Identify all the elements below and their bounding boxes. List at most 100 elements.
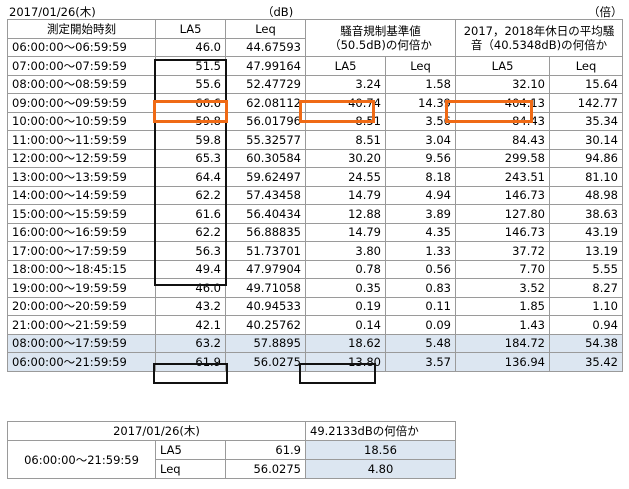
g2-leq-cell: 0.94 <box>549 315 623 335</box>
la5-cell: 63.2 <box>155 333 226 353</box>
g1-la5-cell: 13.80 <box>305 352 386 372</box>
leq-cell: 47.99164 <box>225 56 306 76</box>
g1-leq-cell: 0.11 <box>385 296 456 316</box>
g2-leq-cell: 8.27 <box>549 278 623 298</box>
g1-leq-cell: 1.58 <box>385 74 456 94</box>
time-cell: 10:00:00～10:59:59 <box>7 111 156 131</box>
la5-cell: 42.1 <box>155 315 226 335</box>
leq-cell: 62.08112 <box>225 93 306 113</box>
noise-data-table: 測定開始時刻 LA5 Leq 騒音規制基準値 （50.5dB)の何倍か 2017… <box>7 19 623 372</box>
g2-leq-cell: 54.38 <box>549 333 623 353</box>
time-cell: 12:00:00～12:59:59 <box>7 148 156 168</box>
leq-cell: 49.71058 <box>225 278 306 298</box>
g2-leq-cell: 94.86 <box>549 148 623 168</box>
la5-cell: 51.5 <box>155 56 226 76</box>
time-cell: 21:00:00～21:59:59 <box>7 315 156 335</box>
g2-la5-cell: 37.72 <box>455 241 550 261</box>
table-row: 11:00:00～11:59:59 59.8 55.32577 8.51 3.04 84.… <box>7 130 623 150</box>
g1-la5-cell: 12.88 <box>305 204 386 224</box>
g2-la5-cell: 184.72 <box>455 333 550 353</box>
g1-leq-cell: 3.04 <box>385 130 456 150</box>
la5-cell: 49.4 <box>155 259 226 279</box>
g2-la5-cell: 7.70 <box>455 259 550 279</box>
la5-cell: 61.6 <box>155 204 226 224</box>
g1-la5-cell: 3.24 <box>305 74 386 94</box>
group2-header-line2: 音（40.5348dB)の何倍か <box>470 38 608 52</box>
time-cell: 07:00:00～07:59:59 <box>7 56 156 76</box>
g2-leq-cell: 15.64 <box>549 74 623 94</box>
time-cell: 16:00:00～16:59:59 <box>7 222 156 242</box>
g2-leq-cell: 1.10 <box>549 296 623 316</box>
g1-leq-cell: 0.56 <box>385 259 456 279</box>
g1-la5-subheader: LA5 <box>305 56 386 76</box>
g1-la5-cell: 0.78 <box>305 259 386 279</box>
unit-db-label: （dB) <box>262 5 294 19</box>
la5-cell: 46.0 <box>155 278 226 298</box>
table-row: 19:00:00～19:59:59 46.0 49.71058 0.35 0.83 3.5… <box>7 278 623 298</box>
sheet-date: 2017/01/26(木) <box>9 5 96 19</box>
sub-ratio: 18.56 <box>305 440 456 460</box>
g2-la5-cell: 3.52 <box>455 278 550 298</box>
g1-la5-cell: 40.74 <box>305 93 386 113</box>
g2-la5-cell: 32.10 <box>455 74 550 94</box>
g2-leq-cell: 43.19 <box>549 222 623 242</box>
summary-row: 08:00:00～17:59:59 63.2 57.8895 18.62 5.48 184… <box>7 333 623 353</box>
leq-cell: 56.0275 <box>225 352 306 372</box>
sub-row-leq: Leq 56.0275 4.80 <box>8 459 456 479</box>
la5-cell: 62.2 <box>155 185 226 205</box>
table-row: 10:00:00～10:59:59 59.8 56.01796 8.51 3.56 84.… <box>7 111 623 131</box>
group1-header-line2: （50.5dB)の何倍か <box>329 38 432 52</box>
g1-la5-cell: 30.20 <box>305 148 386 168</box>
g1-la5-cell: 24.55 <box>305 167 386 187</box>
table-row: 18:00:00～18:45:15 49.4 47.97904 0.78 0.56 7.7… <box>7 259 623 279</box>
leq-cell: 40.94533 <box>225 296 306 316</box>
time-cell: 13:00:00～13:59:59 <box>7 167 156 187</box>
group2-header-line1: 2017，2018年休日の平均騒 <box>463 24 615 38</box>
table-row: 17:00:00～17:59:59 56.3 51.73701 3.80 1.33 37.… <box>7 241 623 261</box>
time-cell: 20:00:00～20:59:59 <box>7 296 156 316</box>
la5-cell: 61.9 <box>155 352 226 372</box>
sub-value: 61.9 <box>225 440 306 460</box>
top-header-bar: 2017/01/26(木) （dB) （倍） <box>0 0 629 22</box>
g1-leq-cell: 3.57 <box>385 352 456 372</box>
leq-cell: 52.47729 <box>225 74 306 94</box>
g2-leq-cell: 142.77 <box>549 93 623 113</box>
g1-la5-cell: 0.19 <box>305 296 386 316</box>
leq-cell: 51.73701 <box>225 241 306 261</box>
sub-header-row: 2017/01/26(木) 49.2133dBの何倍か <box>7 421 456 441</box>
la5-cell: 55.6 <box>155 74 226 94</box>
sub-time: 06:00:00～21:59:59 <box>7 440 156 479</box>
g1-la5-cell: 8.51 <box>305 130 386 150</box>
g1-leq-cell: 5.48 <box>385 333 456 353</box>
leq-cell: 56.88835 <box>225 222 306 242</box>
g2-leq-subheader: Leq <box>549 56 623 76</box>
g2-la5-cell: 404.13 <box>455 93 550 113</box>
g1-leq-cell: 4.35 <box>385 222 456 242</box>
time-cell: 09:00:00～09:59:59 <box>7 93 156 113</box>
g1-leq-cell: 8.18 <box>385 167 456 187</box>
g1-la5-cell: 8.51 <box>305 111 386 131</box>
time-cell: 08:00:00～17:59:59 <box>7 333 156 353</box>
summary-row: 06:00:00～21:59:59 61.9 56.0275 13.80 3.57 136… <box>7 352 623 372</box>
g1-la5-cell: 3.80 <box>305 241 386 261</box>
time-cell: 06:00:00～06:59:59 <box>7 37 156 57</box>
g2-la5-cell: 146.73 <box>455 185 550 205</box>
la5-cell: 66.6 <box>155 93 226 113</box>
time-cell: 18:00:00～18:45:15 <box>7 259 156 279</box>
la5-cell: 56.3 <box>155 241 226 261</box>
time-cell: 19:00:00～19:59:59 <box>7 278 156 298</box>
group1-header: 騒音規制基準値 （50.5dB)の何倍か <box>305 19 456 57</box>
g1-leq-subheader: Leq <box>385 56 456 76</box>
leq-cell: 59.62497 <box>225 167 306 187</box>
unit-times-label: （倍） <box>588 5 623 19</box>
la5-cell: 43.2 <box>155 296 226 316</box>
la5-cell: 64.4 <box>155 167 226 187</box>
col-time-header: 測定開始時刻 <box>7 19 156 39</box>
g1-la5-cell: 14.79 <box>305 185 386 205</box>
table-row: 15:00:00～15:59:59 61.6 56.40434 12.88 3.89 12… <box>7 204 623 224</box>
table-row: 14:00:00～14:59:59 62.2 57.43458 14.79 4.94 14… <box>7 185 623 205</box>
la5-cell: 62.2 <box>155 222 226 242</box>
group2-header: 2017，2018年休日の平均騒 音（40.5348dB)の何倍か <box>455 19 623 57</box>
time-cell: 08:00:00～08:59:59 <box>7 74 156 94</box>
g1-leq-cell: 4.94 <box>385 185 456 205</box>
